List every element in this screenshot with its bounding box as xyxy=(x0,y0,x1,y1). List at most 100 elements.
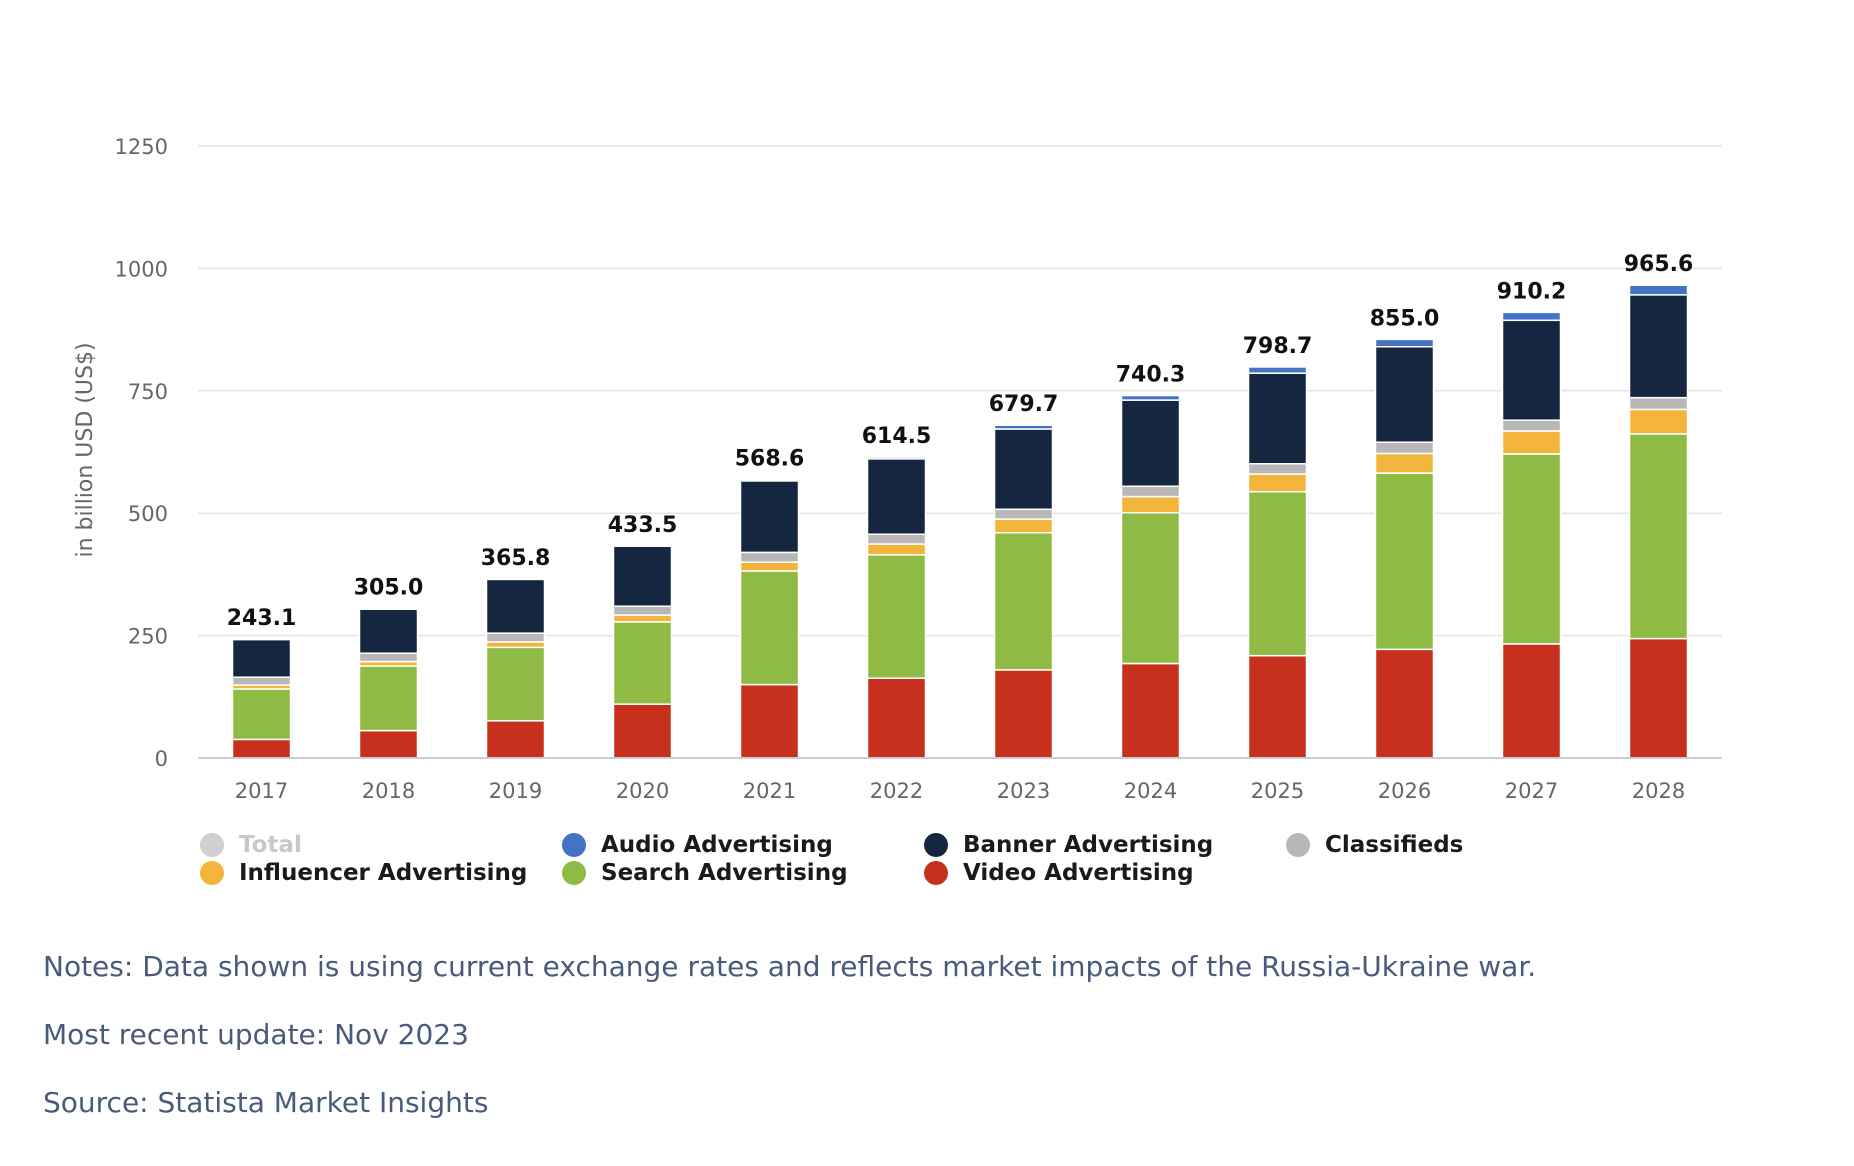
bar-segment-classifieds[interactable] xyxy=(358,652,419,663)
bar-segment-classifieds[interactable] xyxy=(993,508,1054,520)
bar-segment-video-advertising[interactable] xyxy=(1628,637,1689,759)
bar-segment-video-advertising[interactable] xyxy=(993,669,1054,759)
bar-segment-banner-advertising[interactable] xyxy=(1247,372,1308,465)
bar-segment-banner-advertising[interactable] xyxy=(866,458,927,536)
bar-segment-video-advertising[interactable] xyxy=(1247,654,1308,759)
legend-item-total[interactable]: Total xyxy=(200,831,302,859)
legend: Total Audio Advertising Banner Advertisi… xyxy=(200,831,1500,901)
bar-segment-video-advertising[interactable] xyxy=(1374,648,1435,759)
total-label: 798.7 xyxy=(1243,334,1313,359)
bar-segment-audio-advertising[interactable] xyxy=(231,638,292,641)
bar-segment-influencer-advertising[interactable] xyxy=(993,518,1054,534)
total-label: 365.8 xyxy=(481,546,551,571)
legend-search-label: Search Advertising xyxy=(601,860,848,886)
legend-classifieds-label: Classifieds xyxy=(1325,832,1464,858)
bar-segment-audio-advertising[interactable] xyxy=(739,478,800,482)
legend-item-video-advertising[interactable]: Video Advertising xyxy=(924,859,1194,887)
bar-segment-search-advertising[interactable] xyxy=(612,621,673,705)
bar-segment-search-advertising[interactable] xyxy=(231,688,292,741)
bar-segment-audio-advertising[interactable] xyxy=(612,545,673,548)
bar-segment-influencer-advertising[interactable] xyxy=(1374,452,1435,474)
bar-segment-banner-advertising[interactable] xyxy=(1501,319,1562,421)
bar-segment-search-advertising[interactable] xyxy=(1628,433,1689,640)
bar-segment-influencer-advertising[interactable] xyxy=(866,543,927,556)
bar-segment-banner-advertising[interactable] xyxy=(1628,294,1689,399)
legend-banner-label: Banner Advertising xyxy=(963,832,1214,858)
bar-segment-influencer-advertising[interactable] xyxy=(1247,473,1308,493)
y-tick-label: 1000 xyxy=(115,257,168,281)
bar-segment-banner-advertising[interactable] xyxy=(485,578,546,634)
bar-segment-audio-advertising[interactable] xyxy=(1247,366,1308,374)
bar-segment-banner-advertising[interactable] xyxy=(358,608,419,654)
bar-segment-video-advertising[interactable] xyxy=(866,677,927,759)
bar-segment-influencer-advertising[interactable] xyxy=(612,614,673,623)
bar-segment-search-advertising[interactable] xyxy=(358,665,419,732)
bar-segment-classifieds[interactable] xyxy=(1120,485,1181,498)
bar-segment-video-advertising[interactable] xyxy=(485,720,546,759)
bar-segment-audio-advertising[interactable] xyxy=(993,424,1054,430)
legend-total-marker xyxy=(200,833,224,857)
bar-segment-classifieds[interactable] xyxy=(485,632,546,643)
bar-segment-video-advertising[interactable] xyxy=(739,683,800,759)
legend-item-audio-advertising[interactable]: Audio Advertising xyxy=(562,831,833,859)
bar-segment-banner-advertising[interactable] xyxy=(231,638,292,678)
legend-item-banner-advertising[interactable]: Banner Advertising xyxy=(924,831,1213,859)
bar-segment-classifieds[interactable] xyxy=(866,533,927,545)
bar-segment-video-advertising[interactable] xyxy=(358,729,419,759)
bar-segment-audio-advertising[interactable] xyxy=(358,607,419,610)
bar-segment-influencer-advertising[interactable] xyxy=(1628,408,1689,435)
bar-segment-audio-advertising[interactable] xyxy=(1120,394,1181,401)
total-label: 679.7 xyxy=(989,392,1059,417)
bars xyxy=(231,284,1689,759)
x-tick-label: 2028 xyxy=(1632,779,1685,803)
bar-segment-search-advertising[interactable] xyxy=(993,532,1054,671)
y-tick-label: 750 xyxy=(128,380,168,404)
bar-segment-banner-advertising[interactable] xyxy=(1374,345,1435,443)
x-axis: 2017 2018 2019 2020 2021 2022 2023 2024 2025 2026… xyxy=(198,757,1722,803)
bar-segment-influencer-advertising[interactable] xyxy=(485,641,546,649)
bar-segment-search-advertising[interactable] xyxy=(866,554,927,679)
y-axis-title: in billion USD (US$) xyxy=(73,342,98,557)
bar-segment-audio-advertising[interactable] xyxy=(1501,311,1562,322)
bar-segment-classifieds[interactable] xyxy=(1374,441,1435,455)
bar-segment-search-advertising[interactable] xyxy=(1247,490,1308,657)
bar-segment-audio-advertising[interactable] xyxy=(866,456,927,460)
bar-segment-search-advertising[interactable] xyxy=(1501,453,1562,645)
x-tick-label: 2022 xyxy=(870,779,923,803)
bar-segment-influencer-advertising[interactable] xyxy=(739,561,800,572)
bar-segment-banner-advertising[interactable] xyxy=(993,428,1054,511)
legend-item-influencer-advertising[interactable]: Influencer Advertising xyxy=(200,859,527,887)
legend-search-marker xyxy=(562,861,586,885)
x-tick-label: 2019 xyxy=(489,779,542,803)
bar-segment-influencer-advertising[interactable] xyxy=(1501,430,1562,455)
bar-segment-classifieds[interactable] xyxy=(612,605,673,616)
bar-segment-audio-advertising[interactable] xyxy=(1374,338,1435,348)
bar-segment-video-advertising[interactable] xyxy=(1501,643,1562,759)
bar-segment-influencer-advertising[interactable] xyxy=(1120,495,1181,514)
source-text: Source: Statista Market Insights xyxy=(43,1086,489,1119)
bar-segment-video-advertising[interactable] xyxy=(612,703,673,759)
bar-segment-classifieds[interactable] xyxy=(231,676,292,686)
bar-segment-classifieds[interactable] xyxy=(1501,419,1562,432)
bar-segment-video-advertising[interactable] xyxy=(1120,662,1181,759)
total-label: 433.5 xyxy=(608,513,678,538)
legend-item-classifieds[interactable]: Classifieds xyxy=(1286,831,1463,859)
bar-segment-classifieds[interactable] xyxy=(739,551,800,563)
bar-segment-banner-advertising[interactable] xyxy=(739,480,800,554)
bar-segment-search-advertising[interactable] xyxy=(1120,511,1181,665)
bar-segment-video-advertising[interactable] xyxy=(231,738,292,759)
bar-segment-search-advertising[interactable] xyxy=(739,570,800,686)
bar-segment-search-advertising[interactable] xyxy=(485,646,546,722)
notes-text: Notes: Data shown is using current excha… xyxy=(43,950,1537,983)
bar-segment-classifieds[interactable] xyxy=(1628,396,1689,411)
bar-segment-classifieds[interactable] xyxy=(1247,463,1308,475)
bar-segment-search-advertising[interactable] xyxy=(1374,472,1435,651)
x-tick-label: 2027 xyxy=(1505,779,1558,803)
bar-segment-audio-advertising[interactable] xyxy=(1628,284,1689,296)
legend-item-search-advertising[interactable]: Search Advertising xyxy=(562,859,848,887)
bar-segment-audio-advertising[interactable] xyxy=(485,578,546,581)
y-tick-label: 250 xyxy=(128,625,168,649)
legend-total-label: Total xyxy=(239,832,302,858)
bar-segment-banner-advertising[interactable] xyxy=(1120,399,1181,488)
bar-segment-banner-advertising[interactable] xyxy=(612,545,673,607)
